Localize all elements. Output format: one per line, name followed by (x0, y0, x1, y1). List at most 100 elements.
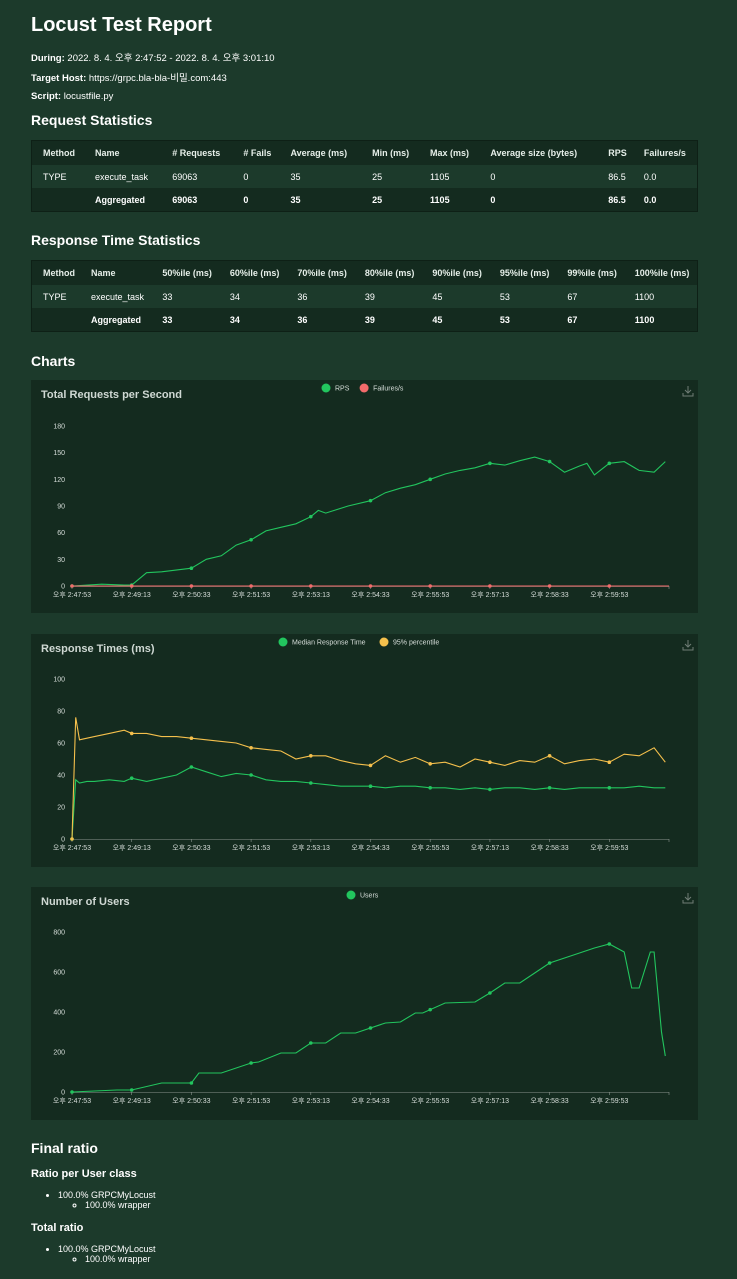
table-cell: 35 (279, 165, 362, 188)
download-icon (682, 893, 694, 904)
chart-title: Total Requests per Second (41, 389, 182, 401)
ratio-item-label: 100.0% GRPCMyLocust (58, 1190, 156, 1200)
x-tick-label: 오후 2:49:13 (113, 844, 151, 852)
data-point (249, 773, 253, 777)
column-header: Name (94, 148, 120, 158)
data-point (368, 498, 373, 503)
table-cell (31, 308, 80, 332)
table-header-row: Method Name 50%ile (ms) 60%ile (ms) 70%i… (32, 261, 698, 286)
x-tick-label: 오후 2:57:13 (471, 844, 509, 852)
column-header: Min (ms) (372, 148, 410, 158)
chart-title: Response Times (ms) (41, 643, 155, 655)
data-point (129, 584, 134, 588)
table-cell: execute_task (80, 285, 152, 308)
x-tick-label: 오후 2:54:33 (351, 591, 389, 599)
target-host-line: Target Host: https://grpc.bla-bla-비밀.com… (31, 70, 227, 84)
table-cell: 0 (232, 165, 280, 188)
column-header: Max (ms) (430, 148, 470, 158)
ratio-item-label: 100.0% GRPCMyLocust (58, 1244, 156, 1254)
table-cell: 86.5 (597, 165, 633, 188)
column-header: Name (91, 268, 116, 278)
y-tick-label: 40 (57, 773, 65, 780)
legend-marker (321, 383, 331, 393)
table-cell: 45 (421, 285, 489, 308)
column-header: 99%ile (ms) (567, 268, 617, 278)
table-cell: 0 (232, 188, 280, 212)
table-cell: 53 (488, 285, 557, 308)
data-point (70, 584, 74, 588)
column-header: 70%ile (ms) (297, 268, 347, 278)
x-tick-label: 오후 2:59:53 (590, 591, 628, 599)
table-cell: 1100 (623, 285, 698, 308)
target-host-value: https://grpc.bla-bla-비밀.com:443 (88, 73, 227, 84)
page-title: Locust Test Report (31, 14, 212, 36)
data-point (189, 566, 194, 571)
download-icon-path (682, 386, 694, 397)
chart-panel-rps: Total Requests per Second RPS Failures/s 0 3… (31, 380, 698, 613)
table-cell: 36 (286, 285, 354, 308)
column-header: # Fails (243, 148, 272, 158)
ratio-subitem-label: 100.0% wrapper (85, 1254, 151, 1264)
data-point (368, 1026, 373, 1030)
download-icon (682, 386, 694, 397)
y-tick-label: 600 (53, 970, 65, 977)
column-header: RPS (608, 148, 627, 158)
y-tick-label: 200 (53, 1050, 65, 1057)
table-cell: 67 (556, 308, 624, 332)
column-header: Failures/s (643, 148, 686, 158)
script-line: Script: locustfile.py (31, 91, 113, 102)
y-tick-label: 0 (61, 837, 65, 844)
x-tick-label: 오후 2:50:33 (172, 844, 210, 852)
data-point (607, 760, 612, 764)
download-icon (682, 640, 694, 651)
x-tick-label: 오후 2:54:33 (351, 1097, 389, 1105)
x-tick-label: 오후 2:55:53 (411, 844, 449, 852)
y-tick-label: 20 (57, 805, 65, 812)
x-tick-label: 오후 2:57:13 (471, 1097, 509, 1105)
column-header: # Requests (172, 148, 221, 158)
response-time-statistics-heading: Response Time Statistics (31, 232, 201, 248)
x-tick-label: 오후 2:51:53 (232, 1097, 270, 1105)
x-tick-label: 오후 2:59:53 (590, 1097, 628, 1105)
column-header: 90%ile (ms) (432, 268, 482, 278)
data-point (547, 584, 552, 588)
data-point (547, 754, 552, 758)
y-tick-label: 120 (53, 477, 65, 484)
x-tick-label: 오후 2:55:53 (411, 591, 449, 599)
y-tick-label: 0 (61, 1090, 65, 1097)
legend-label: Median Response Time (292, 640, 366, 647)
data-point (189, 584, 194, 588)
data-point (368, 763, 373, 768)
table-cell: 45 (421, 308, 489, 332)
y-tick-label: 0 (61, 584, 65, 591)
number-of-users-chart: Number of Users Users 0 200 400 600 800 오후 2:47… (41, 890, 694, 1105)
table-cell: Aggregated (80, 308, 152, 332)
during-label: During: (31, 53, 65, 64)
data-point (129, 776, 134, 780)
data-point (607, 942, 612, 946)
charts-heading: Charts (31, 353, 76, 369)
data-point (189, 1081, 194, 1085)
table-cell (31, 188, 84, 212)
chart-panel-users: Number of Users Users 0 200 400 600 800 오후 2:47… (31, 887, 698, 1120)
x-tick-label: 오후 2:50:33 (172, 1097, 210, 1105)
y-tick-label: 100 (53, 677, 65, 684)
table-cell: 25 (361, 188, 420, 212)
legend-label: 95% percentile (393, 640, 439, 647)
table-cell: 69063 (161, 188, 233, 212)
table-cell: 86.5 (597, 188, 633, 212)
column-header: 95%ile (ms) (499, 268, 550, 278)
table-row: TYPE execute_task 69063 0 35 25 1105 0 8… (31, 165, 698, 188)
total-requests-chart: Total Requests per Second RPS Failures/s 0 3… (41, 383, 694, 599)
during-value: 2022. 8. 4. 오후 2:47:52 - 2022. 8. 4. 오후 … (67, 53, 275, 64)
data-point (607, 584, 612, 588)
data-point (428, 477, 433, 482)
column-header: 50%ile (ms) (162, 268, 212, 278)
table-cell: 1105 (419, 188, 480, 212)
x-tick-label: 오후 2:59:53 (590, 844, 628, 852)
legend-label: RPS (335, 386, 350, 393)
x-tick-label: 오후 2:53:13 (292, 1097, 330, 1105)
table-cell: 0.0 (632, 188, 698, 212)
data-point (607, 786, 612, 790)
data-point (129, 1088, 134, 1092)
